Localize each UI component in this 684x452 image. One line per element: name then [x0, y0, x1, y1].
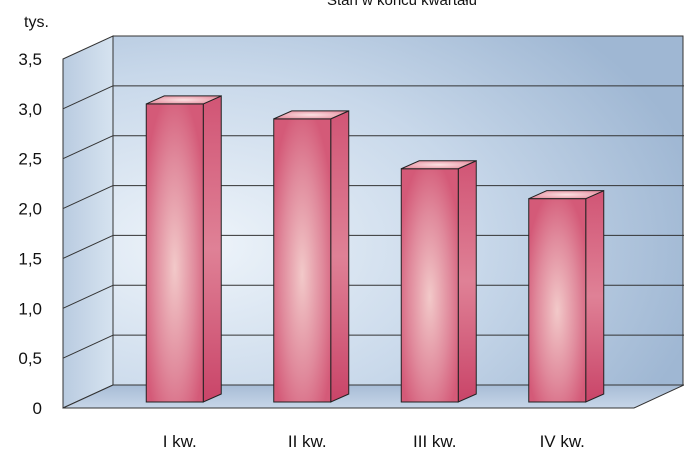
bar	[528, 189, 605, 403]
gridline-side	[62, 234, 114, 259]
bar-side	[585, 189, 605, 403]
y-tick-label: 2,0	[18, 200, 42, 219]
y-tick-label: 1,0	[18, 299, 42, 318]
y-unit-label: tys.	[24, 14, 49, 31]
bar-top	[528, 190, 604, 200]
chart-side-wall	[62, 35, 114, 409]
gridline-side	[62, 85, 114, 110]
y-tick-label: 3,5	[18, 50, 42, 69]
y-axis-ticks: 0 0,5 1,0 1,5 2,0 2,5 3,0 3,5	[18, 50, 42, 418]
chart-title: Stan w końcu kwartału	[327, 0, 477, 9]
gridline-side	[62, 284, 114, 309]
x-tick-label: III kw.	[413, 432, 456, 451]
y-tick-label: 3,0	[18, 100, 42, 119]
bar-front	[528, 198, 587, 403]
y-tick-label: 0	[33, 399, 42, 418]
gridline-side	[62, 334, 114, 359]
bar-front	[400, 168, 459, 403]
gridline-side	[62, 185, 114, 210]
bar	[273, 110, 350, 403]
bar-side	[202, 95, 222, 403]
bars	[145, 95, 605, 403]
bar-front	[145, 103, 204, 403]
bar-front	[273, 118, 332, 403]
x-tick-label: I kw.	[163, 432, 197, 451]
x-axis-labels: I kw. II kw. III kw. IV kw.	[163, 432, 585, 451]
bar-side	[457, 159, 477, 403]
y-tick-label: 2,5	[18, 150, 42, 169]
bar	[145, 95, 222, 403]
bar-top	[146, 95, 222, 105]
y-tick-label: 0,5	[18, 349, 42, 368]
bar-top	[401, 160, 477, 170]
bar	[400, 159, 477, 403]
bar-top	[273, 110, 349, 120]
gridline-side	[62, 135, 114, 160]
y-tick-label: 1,5	[18, 249, 42, 268]
bar-side	[330, 110, 350, 403]
x-tick-label: II kw.	[288, 432, 327, 451]
x-tick-label: IV kw.	[540, 432, 585, 451]
